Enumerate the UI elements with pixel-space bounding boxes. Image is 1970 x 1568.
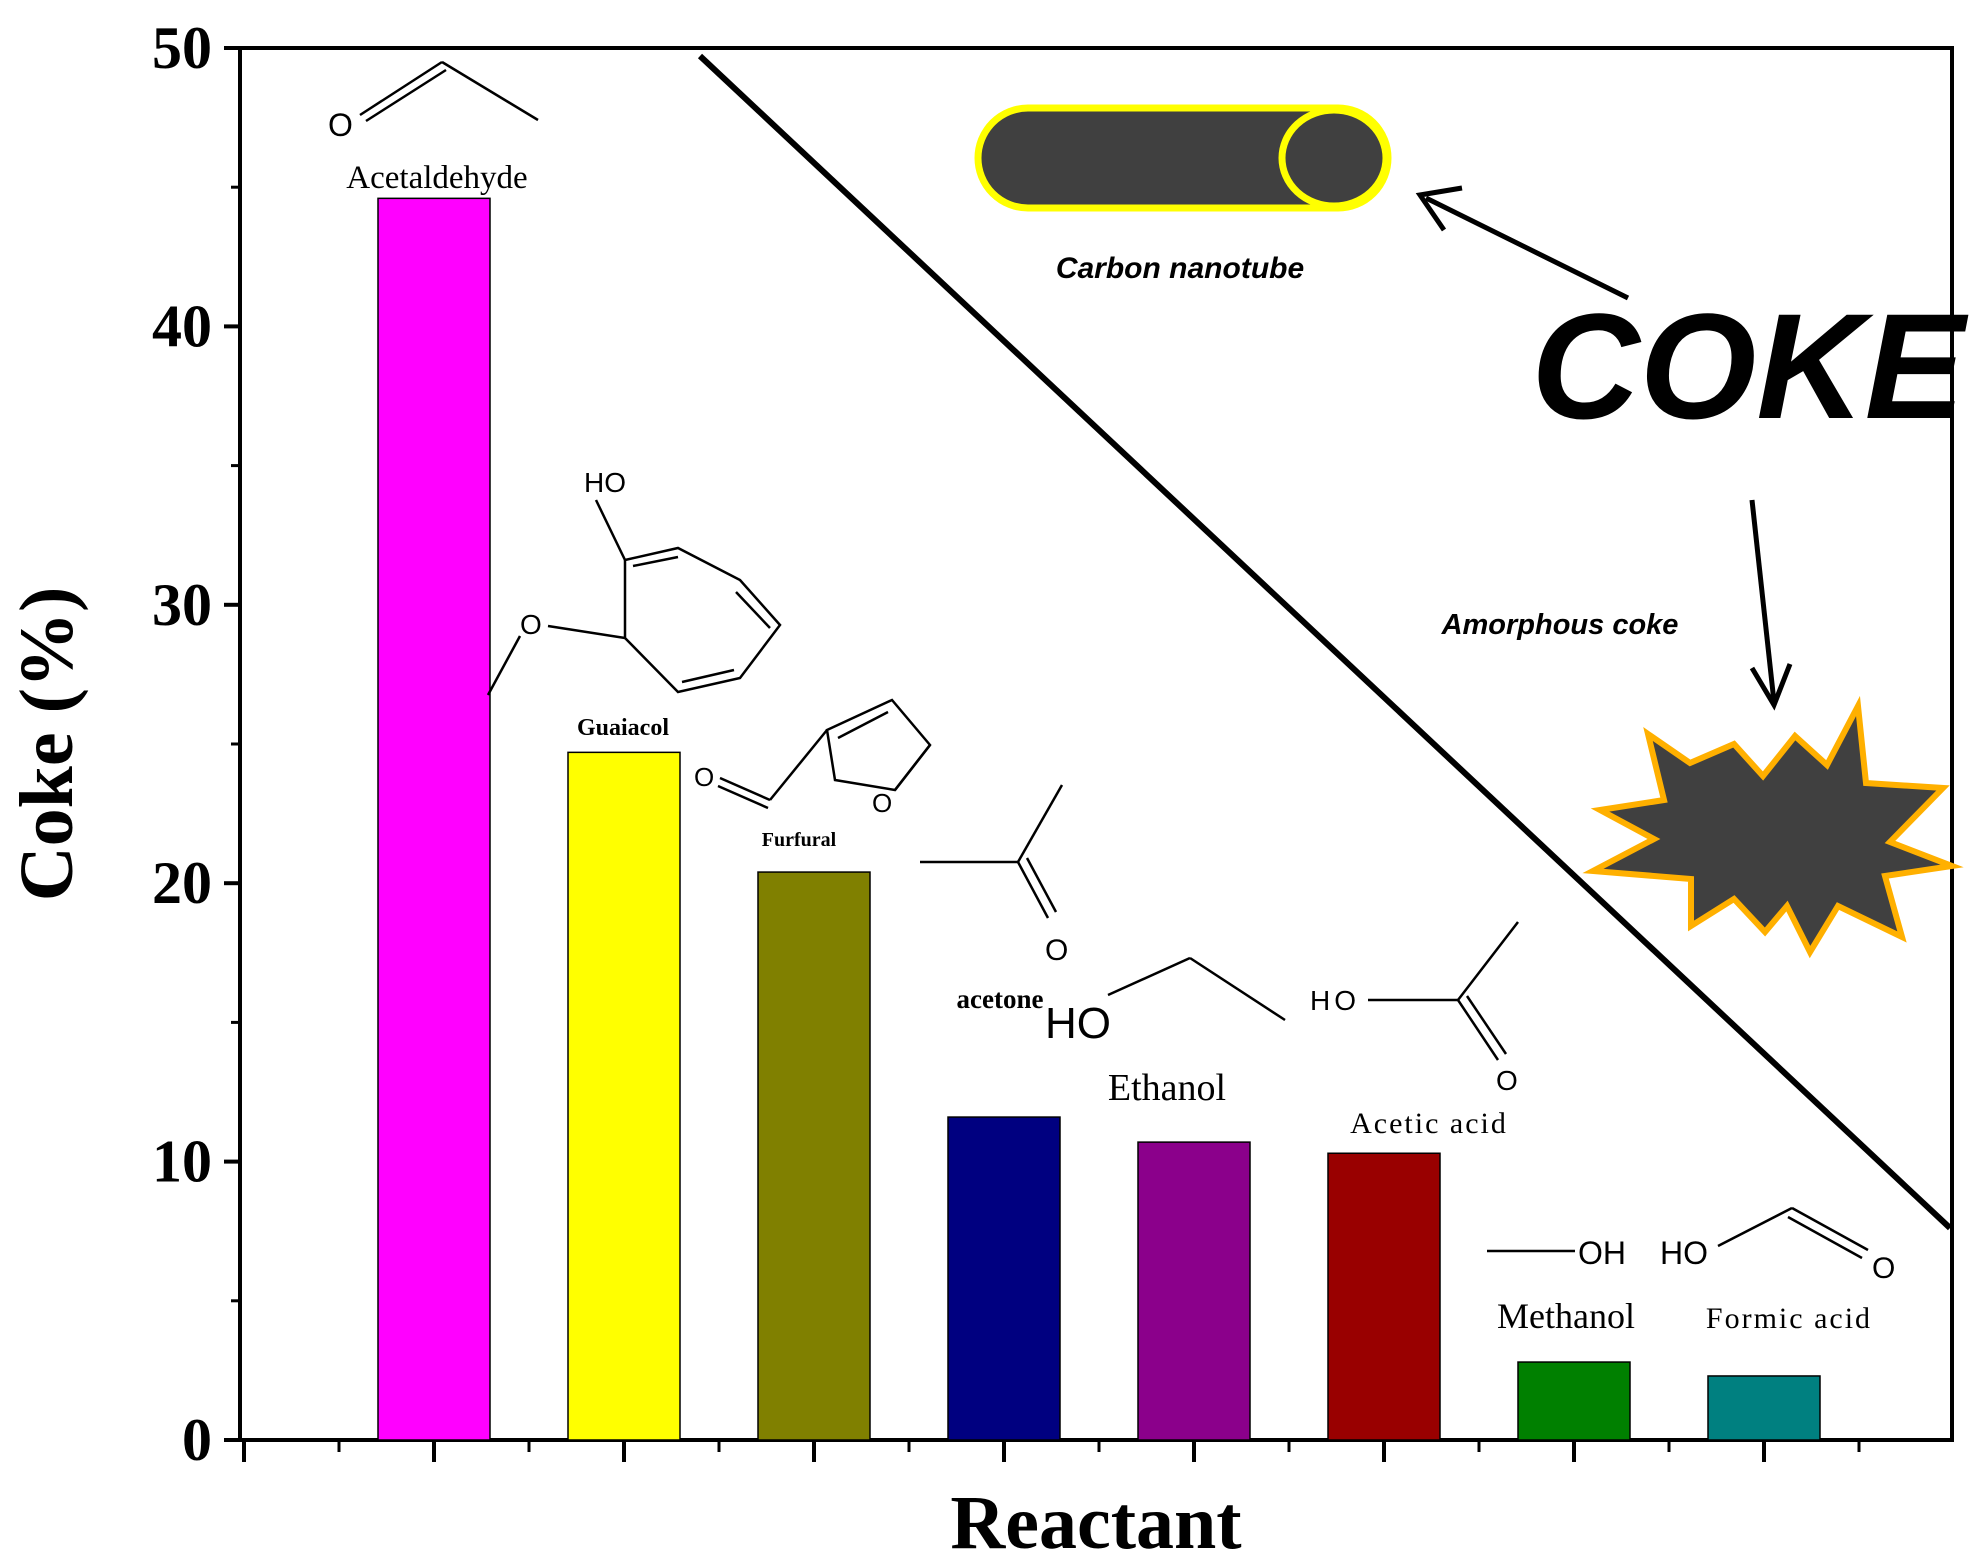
guaiacol-hydroxyl: HO	[584, 467, 626, 498]
arrow-to-carbon-nanotube	[1415, 185, 1630, 301]
bar-acetic-acid	[1327, 1152, 1441, 1441]
acetaldehyde-structure	[359, 60, 539, 123]
guaiacol-ether-oxygen: O	[520, 609, 542, 640]
methanol-hydroxyl: OH	[1578, 1235, 1626, 1271]
bar-formic-acid	[1707, 1375, 1821, 1441]
category-label-furfural: Furfural	[762, 829, 837, 851]
y-tick-label: 20	[152, 850, 212, 916]
bar-series	[377, 197, 1821, 1441]
formic-acid-hydroxyl: HO	[1660, 1235, 1708, 1271]
ethanol-structure	[1107, 956, 1286, 1022]
acetic-acid-carbonyl-oxygen: O	[1496, 1065, 1518, 1096]
y-axis-title: Coke (%)	[5, 587, 89, 902]
bar-furfural	[757, 871, 871, 1441]
coke-title-word: COKE	[1531, 282, 1968, 450]
bar-methanol	[1517, 1361, 1631, 1441]
diagonal-separator-line	[697, 53, 1953, 1231]
category-label-formic-acid: Formic acid	[1706, 1302, 1872, 1335]
category-label-ethanol: Ethanol	[1108, 1067, 1226, 1109]
acetaldehyde-oxygen: O	[328, 107, 353, 143]
acetic-acid-hydroxyl: HO	[1310, 985, 1360, 1016]
acetic-acid-structure	[1368, 921, 1519, 1061]
furfural-structure	[717, 698, 932, 810]
carbon-nanotube-illustration	[974, 104, 1392, 212]
category-label-methanol: Methanol	[1497, 1296, 1635, 1336]
category-label-guaiacol: Guaiacol	[577, 715, 669, 741]
y-axis-ticks: 0 10 20 30 40 50	[152, 15, 240, 1473]
category-label-acetaldehyde: Acetaldehyde	[346, 160, 527, 196]
bar-acetone	[947, 1116, 1061, 1441]
y-tick-label: 10	[152, 1129, 212, 1195]
x-axis-title: Reactant	[950, 1481, 1241, 1565]
y-tick-label: 40	[152, 293, 212, 359]
arrow-to-amorphous-coke	[1749, 499, 1793, 711]
furfural-aldehyde-oxygen: O	[694, 762, 714, 792]
furfural-ring-oxygen: O	[872, 788, 892, 818]
category-label-acetic-acid: Acetic acid	[1350, 1107, 1508, 1140]
amorphous-coke-starburst	[1582, 695, 1964, 959]
ethanol-hydroxyl: HO	[1045, 999, 1111, 1048]
amorphous-coke-label: Amorphous coke	[1441, 609, 1679, 641]
carbon-nanotube-label: Carbon nanotube	[1056, 252, 1304, 285]
bar-guaiacol	[567, 751, 681, 1441]
acetone-oxygen: O	[1045, 934, 1068, 967]
formic-acid-structure	[1717, 1206, 1869, 1260]
y-tick-label: 0	[182, 1407, 212, 1473]
bar-acetaldehyde	[377, 197, 491, 1441]
bar-ethanol	[1137, 1141, 1251, 1441]
x-axis-ticks	[242, 1440, 1861, 1462]
acetone-structure	[920, 784, 1064, 919]
y-tick-label: 50	[152, 15, 212, 81]
y-tick-label: 30	[152, 572, 212, 638]
formic-acid-carbonyl-oxygen: O	[1872, 1252, 1895, 1285]
guaiacol-structure	[486, 499, 782, 696]
category-label-acetone: acetone	[957, 984, 1044, 1014]
